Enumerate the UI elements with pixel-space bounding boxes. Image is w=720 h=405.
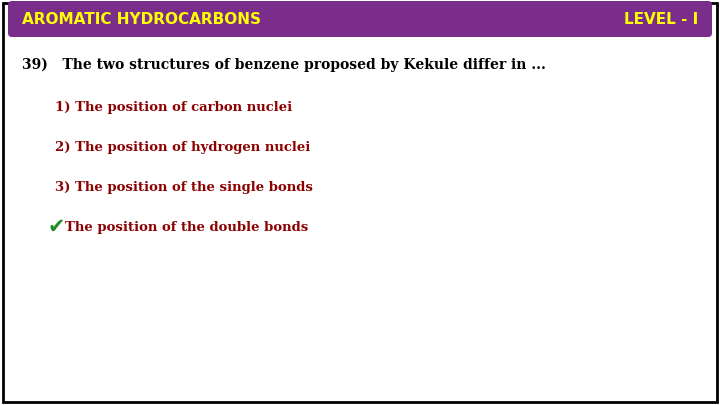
Text: The position of the double bonds: The position of the double bonds xyxy=(65,220,308,234)
Text: LEVEL - I: LEVEL - I xyxy=(624,11,698,26)
Text: 3) The position of the single bonds: 3) The position of the single bonds xyxy=(55,181,313,194)
FancyBboxPatch shape xyxy=(8,1,712,37)
Text: ✔: ✔ xyxy=(48,217,66,237)
Text: 1) The position of carbon nuclei: 1) The position of carbon nuclei xyxy=(55,100,292,113)
FancyBboxPatch shape xyxy=(3,3,717,402)
Text: 2) The position of hydrogen nuclei: 2) The position of hydrogen nuclei xyxy=(55,141,310,153)
Text: AROMATIC HYDROCARBONS: AROMATIC HYDROCARBONS xyxy=(22,11,261,26)
Text: 39)   The two structures of benzene proposed by Kekule differ in ...: 39) The two structures of benzene propos… xyxy=(22,58,546,72)
